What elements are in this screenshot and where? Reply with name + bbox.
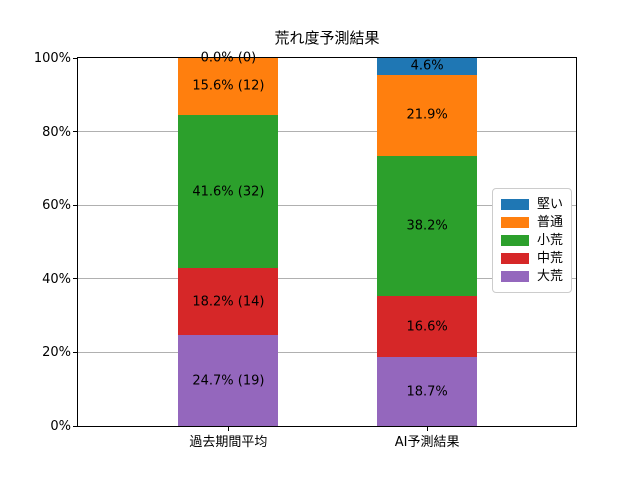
bar-segment-大荒 [377, 357, 478, 426]
bar-segment-小荒 [377, 155, 478, 297]
legend-label: 大荒 [537, 269, 564, 285]
legend-label: 小荒 [537, 233, 564, 248]
gridline [78, 351, 576, 353]
y-tick-mark [73, 131, 77, 133]
y-tick-mark [73, 57, 77, 59]
y-tick-label: 40% [42, 271, 71, 287]
x-tick-label: AI予測結果 [394, 435, 460, 450]
legend-label: 中荒 [537, 251, 564, 267]
legend-swatch-icon [501, 216, 529, 228]
x-tick-label: 過去期間平均 [189, 435, 268, 450]
legend-swatch-icon [501, 198, 529, 210]
bar-segment-label: 0.0% (0) [200, 50, 257, 66]
bar-segment-label: 24.7% (19) [192, 373, 265, 389]
bar-segment-label: 41.6% (32) [192, 184, 265, 200]
y-tick-label: 20% [42, 345, 71, 361]
legend-item-堅い: 堅い [501, 195, 563, 213]
bar-ai-forecast: 18.7% 16.6% 38.2% 21.9% 4.6% [377, 58, 478, 426]
legend-label: 普通 [537, 214, 564, 230]
bar-segment-label: 18.2% (14) [192, 294, 265, 310]
bar-segment-普通 [178, 57, 279, 116]
y-tick-label: 100% [33, 51, 71, 66]
y-tick-label: 60% [42, 198, 71, 214]
legend-item-小荒: 小荒 [501, 231, 563, 249]
legend-item-中荒: 中荒 [501, 250, 563, 268]
y-tick-mark [73, 425, 77, 427]
legend-swatch-icon [501, 253, 529, 265]
bar-segment-堅い [377, 58, 478, 75]
bar-segment-label: 15.6% (12) [192, 78, 265, 94]
bar-segment-label: 18.7% [406, 384, 448, 400]
bar-segment-label: 16.6% [406, 319, 448, 335]
legend-label: 堅い [537, 196, 564, 212]
bar-past-average: 24.7% (19) 18.2% (14) 41.6% (32) 15.6% (12)… [178, 51, 279, 426]
legend-item-大荒: 大荒 [501, 268, 563, 286]
bar-segment-中荒 [377, 296, 478, 358]
x-tick-mark [227, 427, 229, 431]
legend-swatch-icon [501, 271, 529, 283]
bar-segment-普通 [377, 74, 478, 156]
legend-item-普通: 普通 [501, 213, 563, 231]
y-tick-mark [73, 278, 77, 280]
bar-segment-label: 38.2% [406, 218, 448, 234]
bar-segment-label: 21.9% [406, 107, 448, 123]
y-tick-mark [73, 351, 77, 353]
bar-segment-小荒 [178, 115, 279, 269]
chart-title: 荒れ度予測結果 [274, 29, 380, 47]
bar-segment-中荒 [178, 268, 279, 336]
gridline [78, 131, 576, 133]
legend-swatch-icon [501, 235, 529, 246]
bar-segment-label: 4.6% [410, 58, 444, 74]
legend: 堅い普通小荒中荒大荒 [492, 188, 573, 293]
y-tick-label: 80% [42, 124, 71, 140]
y-tick-label: 0% [50, 419, 71, 434]
y-tick-mark [73, 204, 77, 206]
bar-segment-大荒 [178, 335, 279, 426]
plot-area: 24.7% (19) 18.2% (14) 41.6% (32) 15.6% (12)… [77, 51, 577, 427]
x-tick-mark [426, 427, 428, 431]
